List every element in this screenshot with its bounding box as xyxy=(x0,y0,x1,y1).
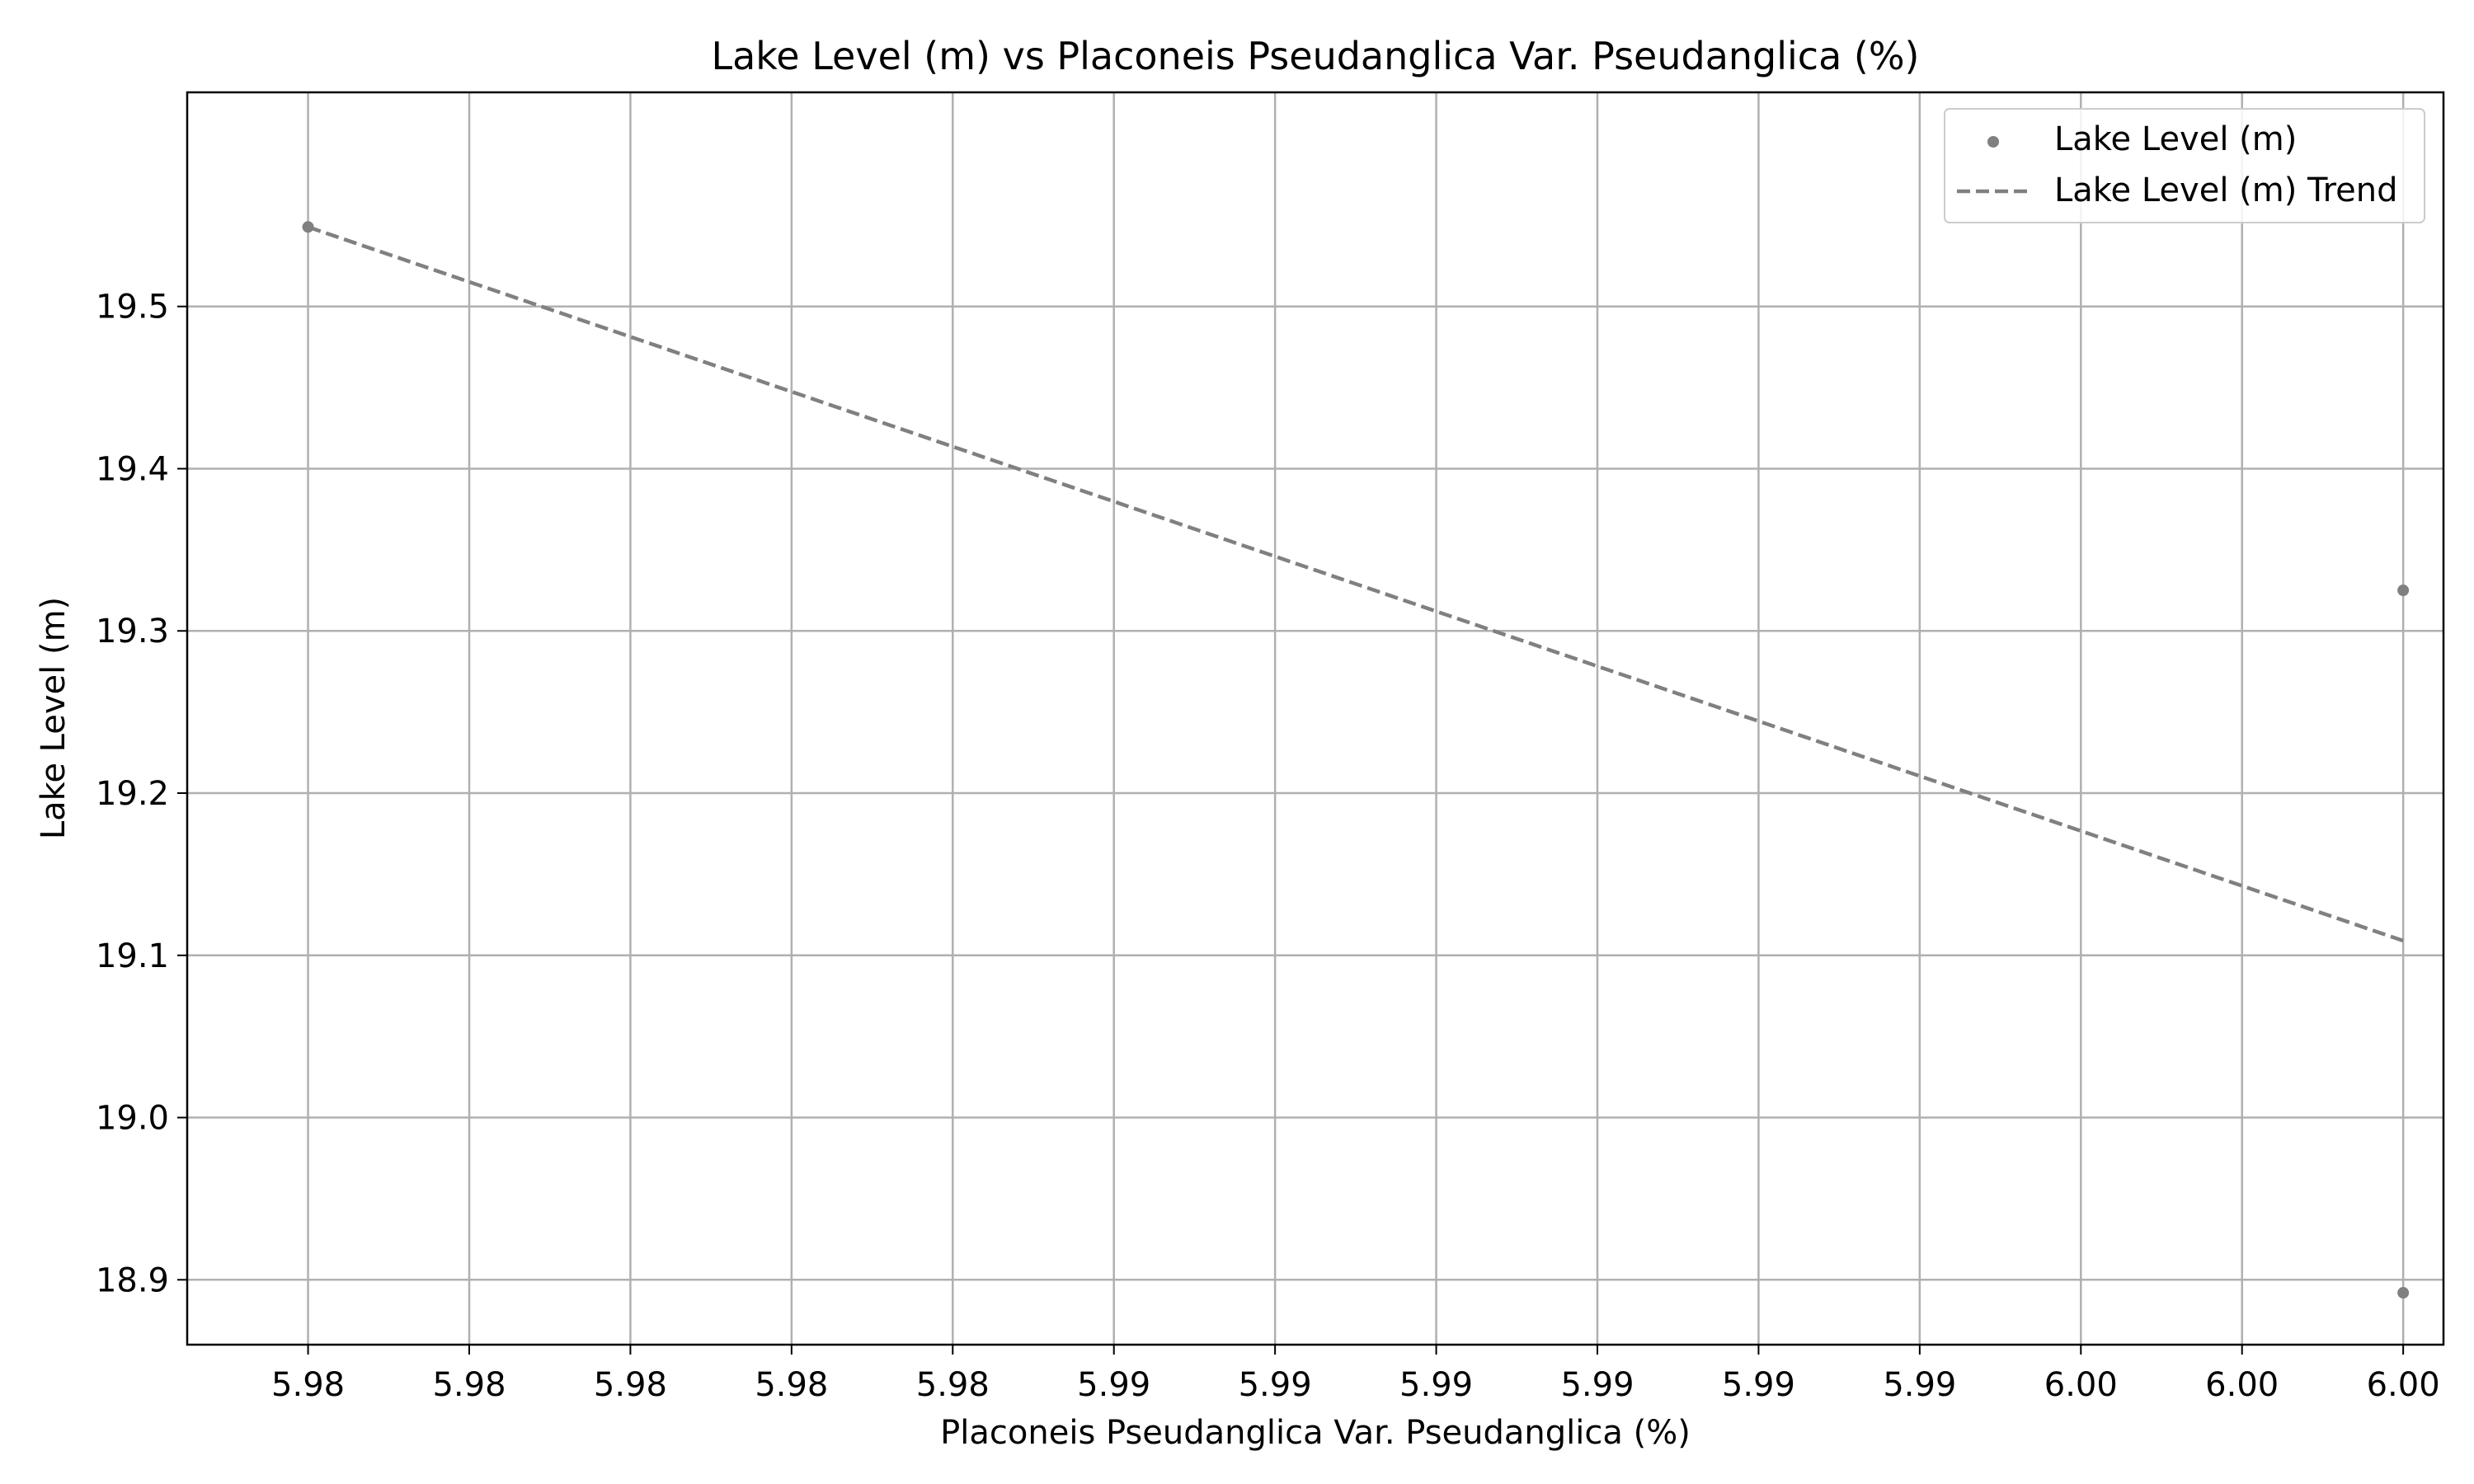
x-tick-label: 6.00 xyxy=(2205,1366,2279,1404)
y-tick-label: 19.0 xyxy=(96,1100,169,1138)
grid xyxy=(187,92,2443,1345)
x-axis-title: Placoneis Pseudanglica Var. Pseudanglica… xyxy=(940,1414,1691,1452)
x-axis: 5.98 5.98 5.98 5.98 5.98 5.99 5.99 5.99 5.99 5.99… xyxy=(271,1345,2440,1404)
x-tick-label: 5.99 xyxy=(1722,1366,1795,1404)
x-tick-label: 5.99 xyxy=(1239,1366,1312,1404)
x-tick-label: 5.98 xyxy=(594,1366,667,1404)
trend-line xyxy=(307,225,2404,943)
y-tick-label: 18.9 xyxy=(96,1261,169,1299)
scatter-point xyxy=(302,221,314,233)
plot-area-frame xyxy=(186,91,2445,1346)
x-tick-label: 5.99 xyxy=(1077,1366,1150,1404)
y-tick-label: 19.3 xyxy=(96,613,169,650)
x-tick-label: 5.99 xyxy=(1883,1366,1956,1404)
y-tick-label: 19.1 xyxy=(96,937,169,975)
x-tick-label: 5.98 xyxy=(432,1366,506,1404)
y-axis-title: Lake Level (m) xyxy=(35,597,73,839)
chart-title: Lake Level (m) vs Placoneis Pseudanglica… xyxy=(711,34,1919,78)
scatter-point xyxy=(2397,1287,2410,1299)
y-tick-label: 19.2 xyxy=(96,775,169,813)
legend-label-scatter: Lake Level (m) xyxy=(2054,120,2297,158)
y-tick-label: 19.5 xyxy=(96,289,169,326)
y-tick-label: 19.4 xyxy=(96,450,169,488)
scatter-point xyxy=(2397,585,2410,597)
y-axis: 18.9 19.0 19.1 19.2 19.3 19.4 19.5 xyxy=(96,289,187,1299)
legend-scatter-marker-icon xyxy=(1987,136,1999,148)
x-tick-label: 6.00 xyxy=(2044,1366,2118,1404)
x-tick-label: 5.98 xyxy=(271,1366,345,1404)
legend-frame xyxy=(1944,108,2425,223)
legend-label-trend: Lake Level (m) Trend xyxy=(2054,171,2398,209)
legend: Lake Level (m) Lake Level (m) Trend xyxy=(1944,108,2425,223)
x-tick-label: 5.99 xyxy=(1399,1366,1473,1404)
x-tick-label: 6.00 xyxy=(2367,1366,2440,1404)
plot-series xyxy=(302,221,2410,1299)
x-tick-label: 5.98 xyxy=(916,1366,990,1404)
x-tick-label: 5.99 xyxy=(1560,1366,1634,1404)
x-tick-label: 5.98 xyxy=(755,1366,828,1404)
